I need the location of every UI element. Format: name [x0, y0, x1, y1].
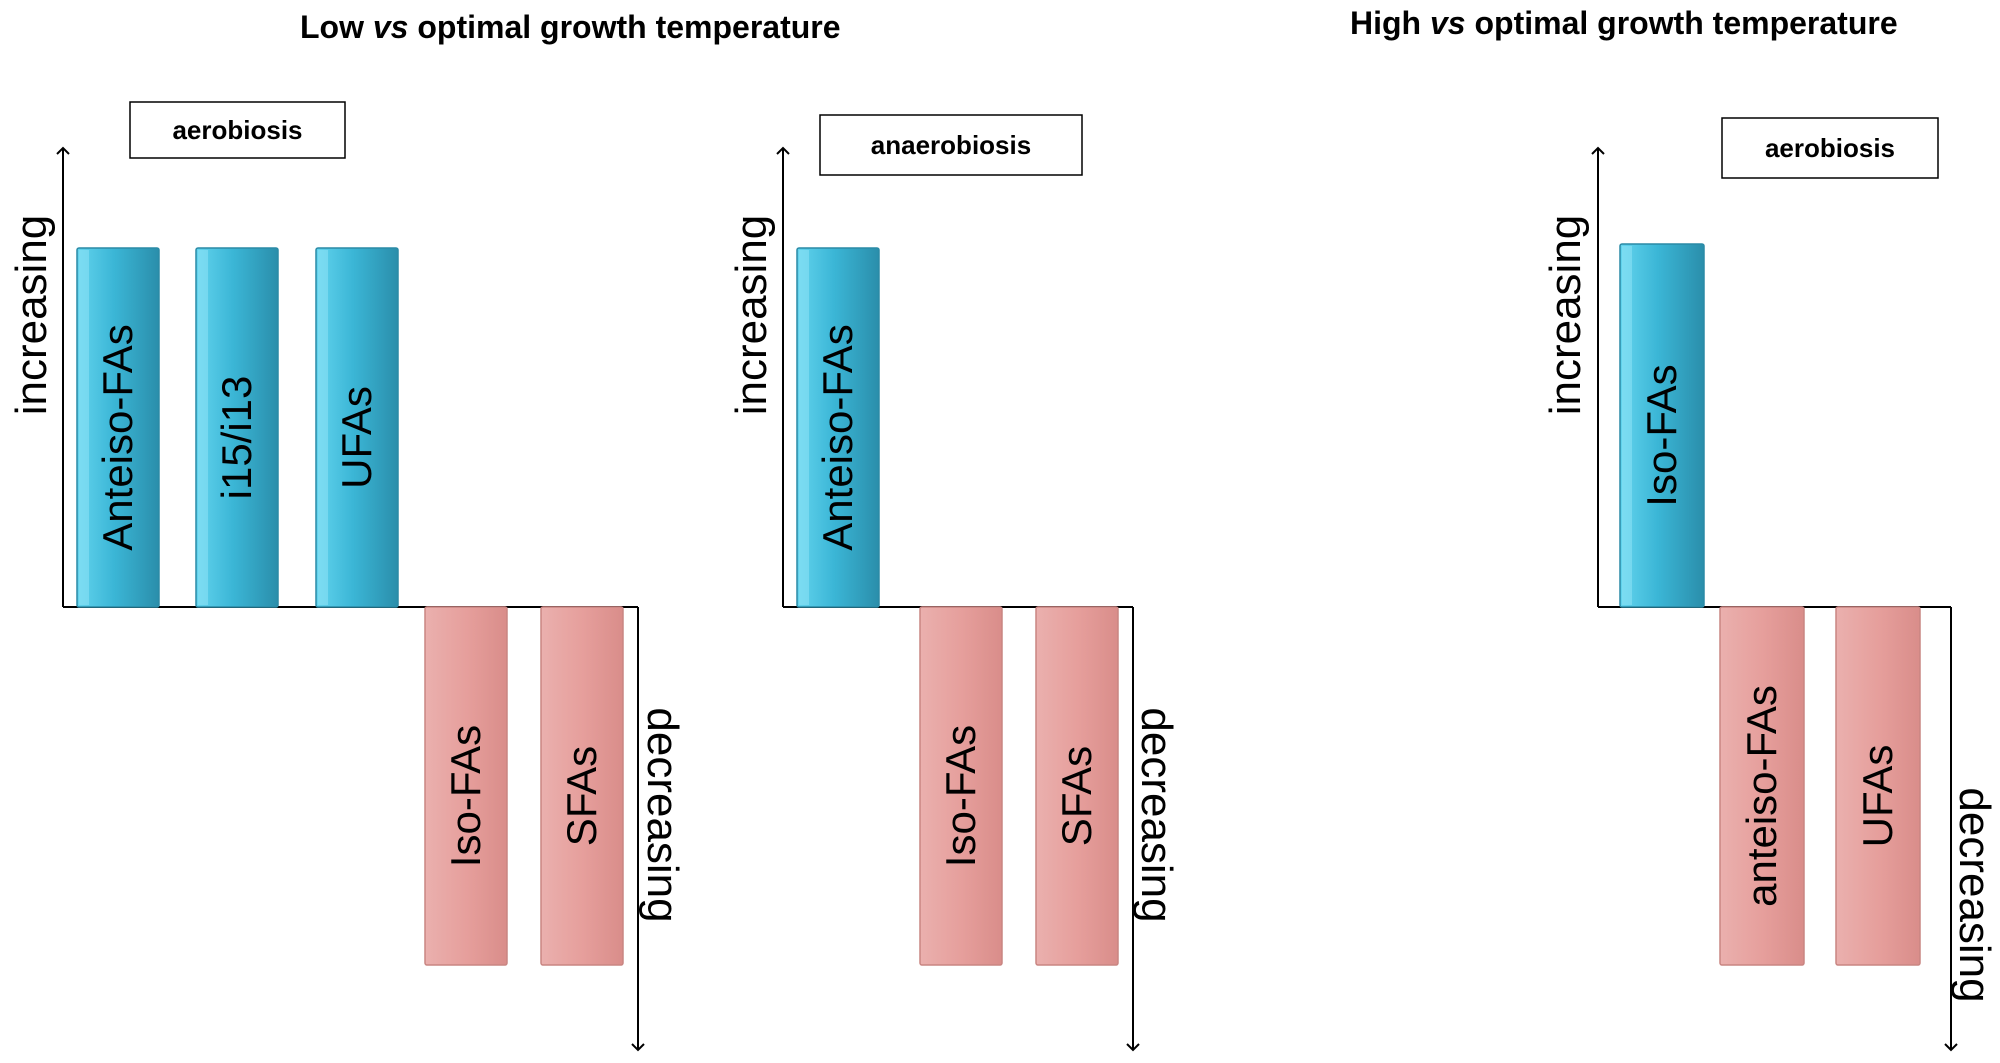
decreasing-bar: anteiso-FAs — [1719, 606, 1805, 966]
bar-label: UFAs — [1854, 745, 1901, 848]
increasing-label: increasing — [727, 215, 776, 416]
bar-highlight — [1622, 246, 1632, 605]
condition-box: aerobiosis — [129, 101, 346, 159]
panels-group: aerobiosis increasing decreasing Anteiso-FA… — [7, 101, 1999, 1052]
bar-label: Iso-FAs — [937, 725, 984, 867]
increasing-bar: UFAs — [315, 247, 399, 608]
panel-1: aerobiosis increasing decreasing Anteiso-FA… — [7, 101, 687, 1052]
decreasing-bar: UFAs — [1835, 606, 1921, 966]
increasing-bar: i15/i13 — [195, 247, 279, 608]
bar-highlight — [198, 250, 208, 605]
increasing-bar-shape — [76, 247, 160, 608]
increasing-bar-shape — [796, 247, 880, 608]
bar-label: Anteiso-FAs — [814, 324, 861, 550]
decreasing-bar-shape — [424, 606, 508, 966]
condition-box-frame — [1721, 117, 1939, 179]
bar-highlight — [79, 250, 89, 605]
bar-highlight — [799, 250, 809, 605]
condition-label: aerobiosis — [1765, 133, 1895, 163]
increasing-bar: Anteiso-FAs — [76, 247, 160, 608]
bar-label: SFAs — [1053, 746, 1100, 846]
decreasing-label: decreasing — [638, 707, 687, 922]
decreasing-label: decreasing — [1950, 787, 1999, 1002]
decreasing-bar: SFAs — [1035, 606, 1119, 966]
condition-box-frame — [129, 101, 346, 159]
bar-label: Iso-FAs — [442, 725, 489, 867]
increasing-bar-shape — [195, 247, 279, 608]
condition-box: aerobiosis — [1721, 117, 1939, 179]
bar-label: Anteiso-FAs — [94, 324, 141, 550]
decreasing-bar-shape — [540, 606, 624, 966]
increasing-bar: Anteiso-FAs — [796, 247, 880, 608]
panel-3: aerobiosis increasing decreasing Iso-FAs ant… — [1541, 117, 1999, 1052]
bar-highlight — [318, 250, 328, 605]
decreasing-label: decreasing — [1132, 707, 1181, 922]
decreasing-bar-shape — [919, 606, 1003, 966]
bar-label: UFAs — [333, 386, 380, 489]
bar-label: Iso-FAs — [1638, 364, 1685, 506]
decreasing-bar: SFAs — [540, 606, 624, 966]
decreasing-bar-shape — [1035, 606, 1119, 966]
condition-label: aerobiosis — [172, 115, 302, 145]
bar-label: anteiso-FAs — [1738, 685, 1785, 907]
title-low-vs-optimal: Low vs optimal growth temperature — [300, 9, 841, 45]
panel-2: anaerobiosis increasing decreasing Anteiso-… — [727, 114, 1181, 1052]
increasing-label: increasing — [7, 215, 56, 416]
condition-box-frame — [819, 114, 1083, 176]
increasing-label: increasing — [1541, 215, 1590, 416]
decreasing-bar-shape — [1719, 606, 1805, 966]
title-high-vs-optimal: High vs optimal growth temperature — [1350, 5, 1898, 41]
increasing-bar: Iso-FAs — [1619, 243, 1705, 608]
increasing-bar-shape — [1619, 243, 1705, 608]
bar-label: i15/i13 — [213, 376, 260, 500]
decreasing-bar-shape — [1835, 606, 1921, 966]
bar-label: SFAs — [558, 746, 605, 846]
condition-box: anaerobiosis — [819, 114, 1083, 176]
decreasing-bar: Iso-FAs — [919, 606, 1003, 966]
condition-label: anaerobiosis — [871, 130, 1031, 160]
increasing-bar-shape — [315, 247, 399, 608]
decreasing-bar: Iso-FAs — [424, 606, 508, 966]
